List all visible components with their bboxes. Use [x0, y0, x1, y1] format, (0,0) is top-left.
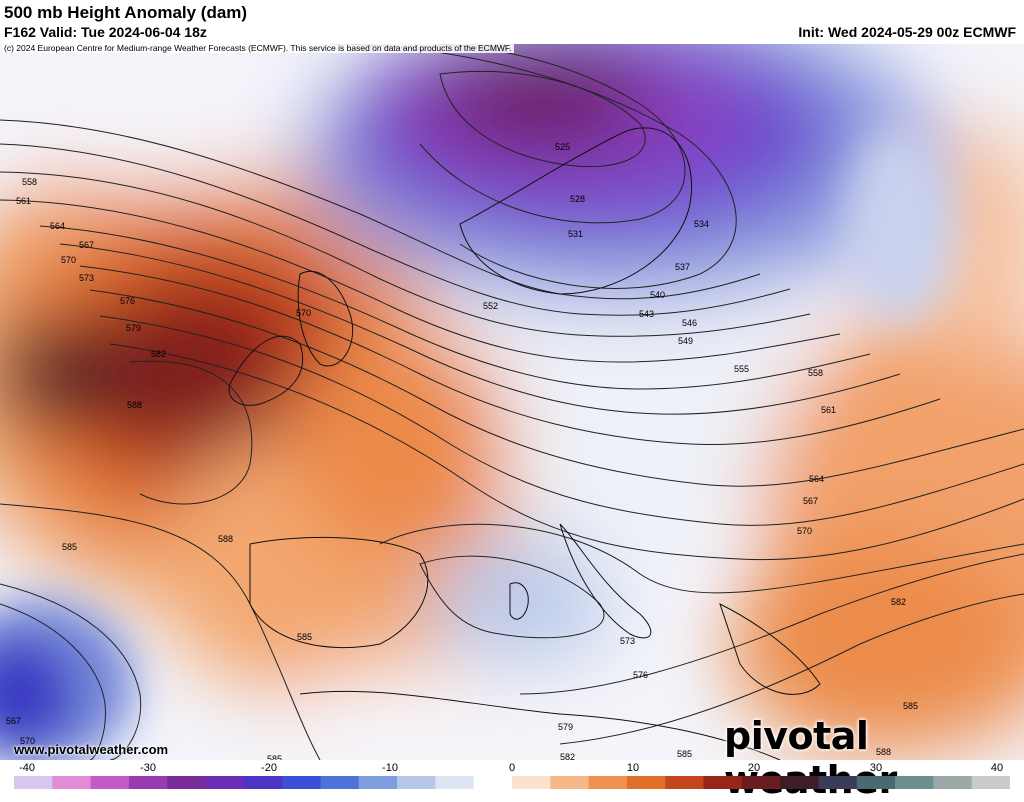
contour-label: 570 [296, 308, 311, 318]
colorbar-swatch [205, 776, 245, 789]
colorbar-swatch [435, 776, 475, 789]
contour-label: 525 [555, 142, 570, 152]
colorbar-swatch [626, 776, 666, 789]
contour-label: 558 [808, 368, 823, 378]
colorbar-swatch [52, 776, 92, 789]
map-canvas: 525 528 531 534 537 540 543 546 549 552 … [0, 44, 1024, 760]
colorbar-swatch [703, 776, 743, 789]
contour-label: 552 [483, 301, 498, 311]
contour-label: 528 [570, 194, 585, 204]
contour-label: 570 [61, 255, 76, 265]
contour-label: 579 [558, 722, 573, 732]
contour-label: 531 [568, 229, 583, 239]
colorbar-swatch [895, 776, 934, 789]
contour-label: 534 [694, 219, 709, 229]
colorbar-tick: -30 [140, 762, 156, 774]
colorbar-swatch [320, 776, 360, 789]
colorbar-tick: 20 [747, 762, 761, 774]
colorbar-swatch [512, 776, 551, 789]
contour-label: 558 [22, 177, 37, 187]
colorbar-swatch [14, 776, 53, 789]
contour-label: 561 [16, 196, 31, 206]
height-contours [0, 44, 1024, 760]
header-bar: 500 mb Height Anomaly (dam) F162 Valid: … [0, 0, 1024, 44]
contour-label: 588 [876, 747, 891, 757]
contour-label: 573 [620, 636, 635, 646]
colorbar-swatch [282, 776, 322, 789]
colorbar-swatch [780, 776, 820, 789]
contour-label: 537 [675, 262, 690, 272]
colorbar-swatch [358, 776, 398, 789]
contour-label: 579 [126, 323, 141, 333]
colorbar-swatch [665, 776, 705, 789]
colorbar-swatch [818, 776, 858, 789]
colorbar-tick: 0 [508, 762, 516, 774]
colorbar-tick: 30 [869, 762, 883, 774]
contour-label: 567 [6, 716, 21, 726]
colorbar-swatch [128, 776, 168, 789]
contour-label: 582 [560, 752, 575, 760]
colorbar-swatch [856, 776, 896, 789]
init-time: Init: Wed 2024-05-29 00z ECMWF [798, 24, 1016, 40]
colorbar-tick: -40 [19, 762, 35, 774]
contour-label: 576 [120, 296, 135, 306]
contour-label: 570 [20, 736, 35, 746]
contour-labels: 525 528 531 534 537 540 543 546 549 552 … [6, 142, 918, 760]
contour-label: 588 [218, 534, 233, 544]
contour-label: 585 [903, 701, 918, 711]
colorbar-swatch [90, 776, 130, 789]
contour-label: 555 [734, 364, 749, 374]
contour-label: 585 [62, 542, 77, 552]
contour-label: 585 [677, 749, 692, 759]
colorbar-swatch [588, 776, 628, 789]
colorbar-tick: -20 [261, 762, 277, 774]
contour-label: 588 [127, 400, 142, 410]
colorbar-swatch [550, 776, 590, 789]
contour-label: 546 [682, 318, 697, 328]
contour-label: 549 [678, 336, 693, 346]
colorbar-swatch [167, 776, 207, 789]
contour-label: 564 [809, 474, 824, 484]
colorbar-swatch [243, 776, 283, 789]
contour-label: 543 [639, 309, 654, 319]
colorbar-swatch [971, 776, 1010, 789]
anomaly-map[interactable]: 525 528 531 534 537 540 543 546 549 552 … [0, 44, 1024, 760]
colorbar [14, 776, 1010, 789]
anomaly-shading [0, 44, 1024, 760]
contour-label: 573 [79, 273, 94, 283]
contour-label: 585 [297, 632, 312, 642]
colorbar-swatch [741, 776, 781, 789]
contour-label: 564 [50, 221, 65, 231]
contour-label: 540 [650, 290, 665, 300]
coastlines [228, 127, 821, 760]
contour-label: 570 [797, 526, 812, 536]
valid-time: F162 Valid: Tue 2024-06-04 18z [4, 24, 207, 40]
contour-label: 576 [633, 670, 648, 680]
colorbar-swatch [397, 776, 436, 789]
contour-label: 561 [821, 405, 836, 415]
contour-label: 567 [803, 496, 818, 506]
colorbar-tick: -10 [382, 762, 398, 774]
contour-label: 582 [891, 597, 906, 607]
copyright-notice: (c) 2024 European Centre for Medium-rang… [2, 43, 514, 53]
colorbar-swatch [473, 776, 513, 789]
contour-label: 582 [151, 349, 166, 359]
colorbar-tick: 10 [626, 762, 640, 774]
colorbar-swatch [933, 776, 973, 789]
contour-label: 567 [79, 240, 94, 250]
colorbar-tick: 40 [990, 762, 1004, 774]
map-title: 500 mb Height Anomaly (dam) [4, 3, 248, 22]
website-link[interactable]: www.pivotalweather.com [14, 742, 169, 757]
contour-label: 585 [267, 754, 282, 760]
